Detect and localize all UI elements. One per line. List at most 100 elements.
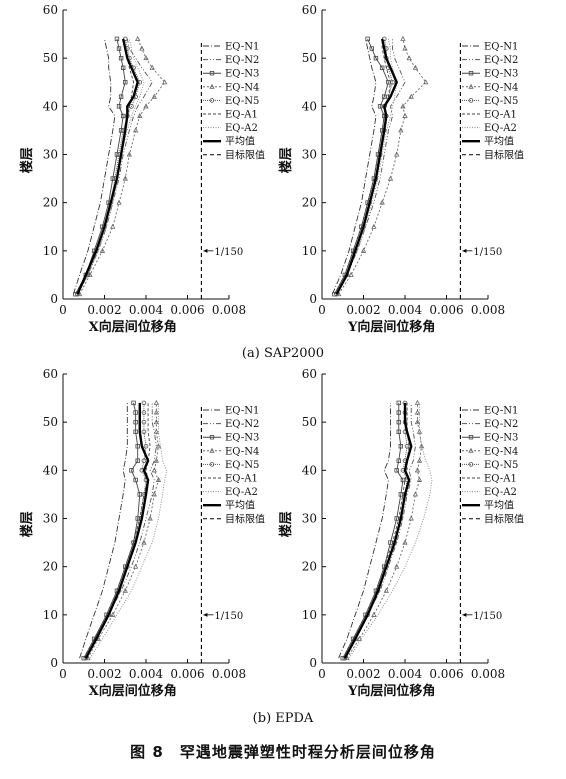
limit-label: 1/150 xyxy=(214,247,243,258)
legend-marker xyxy=(209,71,215,76)
data-point-EQ-N4 xyxy=(110,223,116,229)
legend-entry: EQ-N4 xyxy=(484,82,518,93)
data-point-EQ-N3 xyxy=(118,94,124,99)
data-point-EQ-N4 xyxy=(116,199,122,205)
legend-marker xyxy=(468,434,474,440)
series-line-EQ-N1 xyxy=(338,402,391,659)
series-line-EQ-N4 xyxy=(87,402,159,659)
x-tick-label: 0.008 xyxy=(471,303,505,317)
legend-marker xyxy=(468,447,474,453)
legend-entry: EQ-A1 xyxy=(484,474,517,485)
y-tick-label: 40 xyxy=(43,99,58,113)
data-point-EQ-N3 xyxy=(129,468,134,473)
data-point-EQ-N4 xyxy=(137,112,143,118)
y-tick-label: 40 xyxy=(302,99,317,113)
series-line-EQ-N4 xyxy=(79,38,166,295)
legend-entry: 平均值 xyxy=(225,135,255,148)
data-point-EQ-N4 xyxy=(406,55,412,61)
data-point-EQ-N4 xyxy=(387,175,394,181)
panel-a-x: 0 10 20 30 40 50 60 0 0.002 0.004 0.006 0.008 X向层间位移… xyxy=(19,3,265,335)
y-tick-label: 10 xyxy=(302,608,317,622)
series-line-EQ-N2 xyxy=(85,402,157,659)
data-point-EQ-N4 xyxy=(122,587,128,593)
data-point-EQ-N3 xyxy=(116,104,122,109)
data-point-EQ-N4 xyxy=(110,611,116,617)
series-line-EQ-A2 xyxy=(89,402,168,659)
legend-entry: EQ-N3 xyxy=(484,69,518,80)
x-tick-label: 0 xyxy=(318,303,326,317)
y-tick-label: 50 xyxy=(302,51,317,65)
x-axis-label: X向层间位移角 xyxy=(89,319,177,335)
series-line-EQ-N2 xyxy=(77,38,153,295)
series-line-EQ-N5 xyxy=(77,38,141,295)
y-tick-label: 30 xyxy=(302,512,317,526)
data-point-EQ-N5 xyxy=(141,429,147,435)
y-tick-label: 60 xyxy=(302,367,317,381)
data-point-EQ-N3 xyxy=(382,94,387,99)
y-tick-label: 20 xyxy=(302,560,317,574)
legend-entry: EQ-N1 xyxy=(484,406,518,417)
data-point-EQ-N3 xyxy=(135,444,140,449)
legend-entry: EQ-A1 xyxy=(225,474,258,485)
series-line-EQ-A1 xyxy=(342,402,410,659)
data-point-EQ-N4 xyxy=(412,64,419,70)
data-point-EQ-N4 xyxy=(402,112,408,118)
legend-entry: 目标限值 xyxy=(225,512,265,525)
x-tick-label: 0 xyxy=(59,667,67,681)
legend-marker xyxy=(468,462,474,467)
data-point-EQ-N4 xyxy=(360,247,367,253)
legend-marker xyxy=(209,83,215,89)
series-line-EQ-N3 xyxy=(83,402,141,659)
data-point-EQ-N3 xyxy=(396,400,401,406)
series-line-EQ-N4 xyxy=(338,38,427,295)
x-tick-label: 0 xyxy=(318,667,326,681)
data-point-EQ-N3 xyxy=(123,80,128,85)
x-tick-label: 0.002 xyxy=(346,667,380,681)
data-point-EQ-N5 xyxy=(141,400,147,406)
x-tick-label: 0.008 xyxy=(471,667,505,681)
data-point-EQ-N4 xyxy=(143,55,149,61)
data-point-EQ-N4 xyxy=(412,491,419,497)
legend-entry: EQ-N5 xyxy=(484,460,518,471)
y-tick-label: 10 xyxy=(43,608,58,622)
panel-a-y: 0 10 20 30 40 50 60 0 0.002 0.004 0.006 0.008 Y向层间位移… xyxy=(278,3,524,335)
data-point-EQ-N4 xyxy=(153,457,160,463)
y-axis-label: 楼层 xyxy=(278,511,294,537)
data-point-EQ-N3 xyxy=(377,104,383,109)
legend-entry: 平均值 xyxy=(225,499,255,512)
legend-marker xyxy=(209,98,215,103)
legend-entry: EQ-N2 xyxy=(225,419,259,430)
limit-arrow-head xyxy=(462,612,467,617)
data-point-EQ-N5 xyxy=(141,410,147,415)
legend-marker xyxy=(468,98,474,103)
y-tick-label: 10 xyxy=(43,244,58,258)
series-line-EQ-N5 xyxy=(336,38,393,295)
limit-arrow-head xyxy=(203,248,208,253)
data-point-EQ-N4 xyxy=(153,428,160,434)
data-point-EQ-N3 xyxy=(133,429,138,434)
data-point-EQ-N5 xyxy=(143,443,149,449)
legend-entry: EQ-A1 xyxy=(484,110,517,121)
y-axis-label: 楼层 xyxy=(19,147,35,173)
data-point-EQ-N4 xyxy=(122,175,128,181)
x-tick-label: 0.004 xyxy=(129,303,164,317)
x-tick-label: 0.004 xyxy=(388,667,423,681)
data-point-EQ-N4 xyxy=(153,419,160,425)
series-line-平均值 xyxy=(76,38,139,295)
data-point-EQ-N4 xyxy=(408,93,414,99)
limit-label: 1/150 xyxy=(473,247,502,258)
data-point-EQ-N3 xyxy=(81,655,86,661)
data-point-EQ-N4 xyxy=(394,563,400,569)
data-point-EQ-N4 xyxy=(394,151,400,157)
panel-b-y: 0 10 20 30 40 50 60 0 0.002 0.004 0.006 0.008 Y向层间位移… xyxy=(278,367,524,699)
series-line-EQ-N4 xyxy=(346,402,423,659)
data-point-EQ-N4 xyxy=(416,428,423,434)
data-point-EQ-N4 xyxy=(149,64,155,70)
data-point-EQ-N4 xyxy=(414,399,421,405)
data-point-EQ-N4 xyxy=(155,476,162,482)
data-point-EQ-N4 xyxy=(141,539,147,545)
limit-arrow-head xyxy=(203,612,208,617)
data-point-EQ-N4 xyxy=(132,127,139,133)
y-tick-label: 50 xyxy=(43,415,58,429)
data-point-EQ-N4 xyxy=(151,93,157,99)
